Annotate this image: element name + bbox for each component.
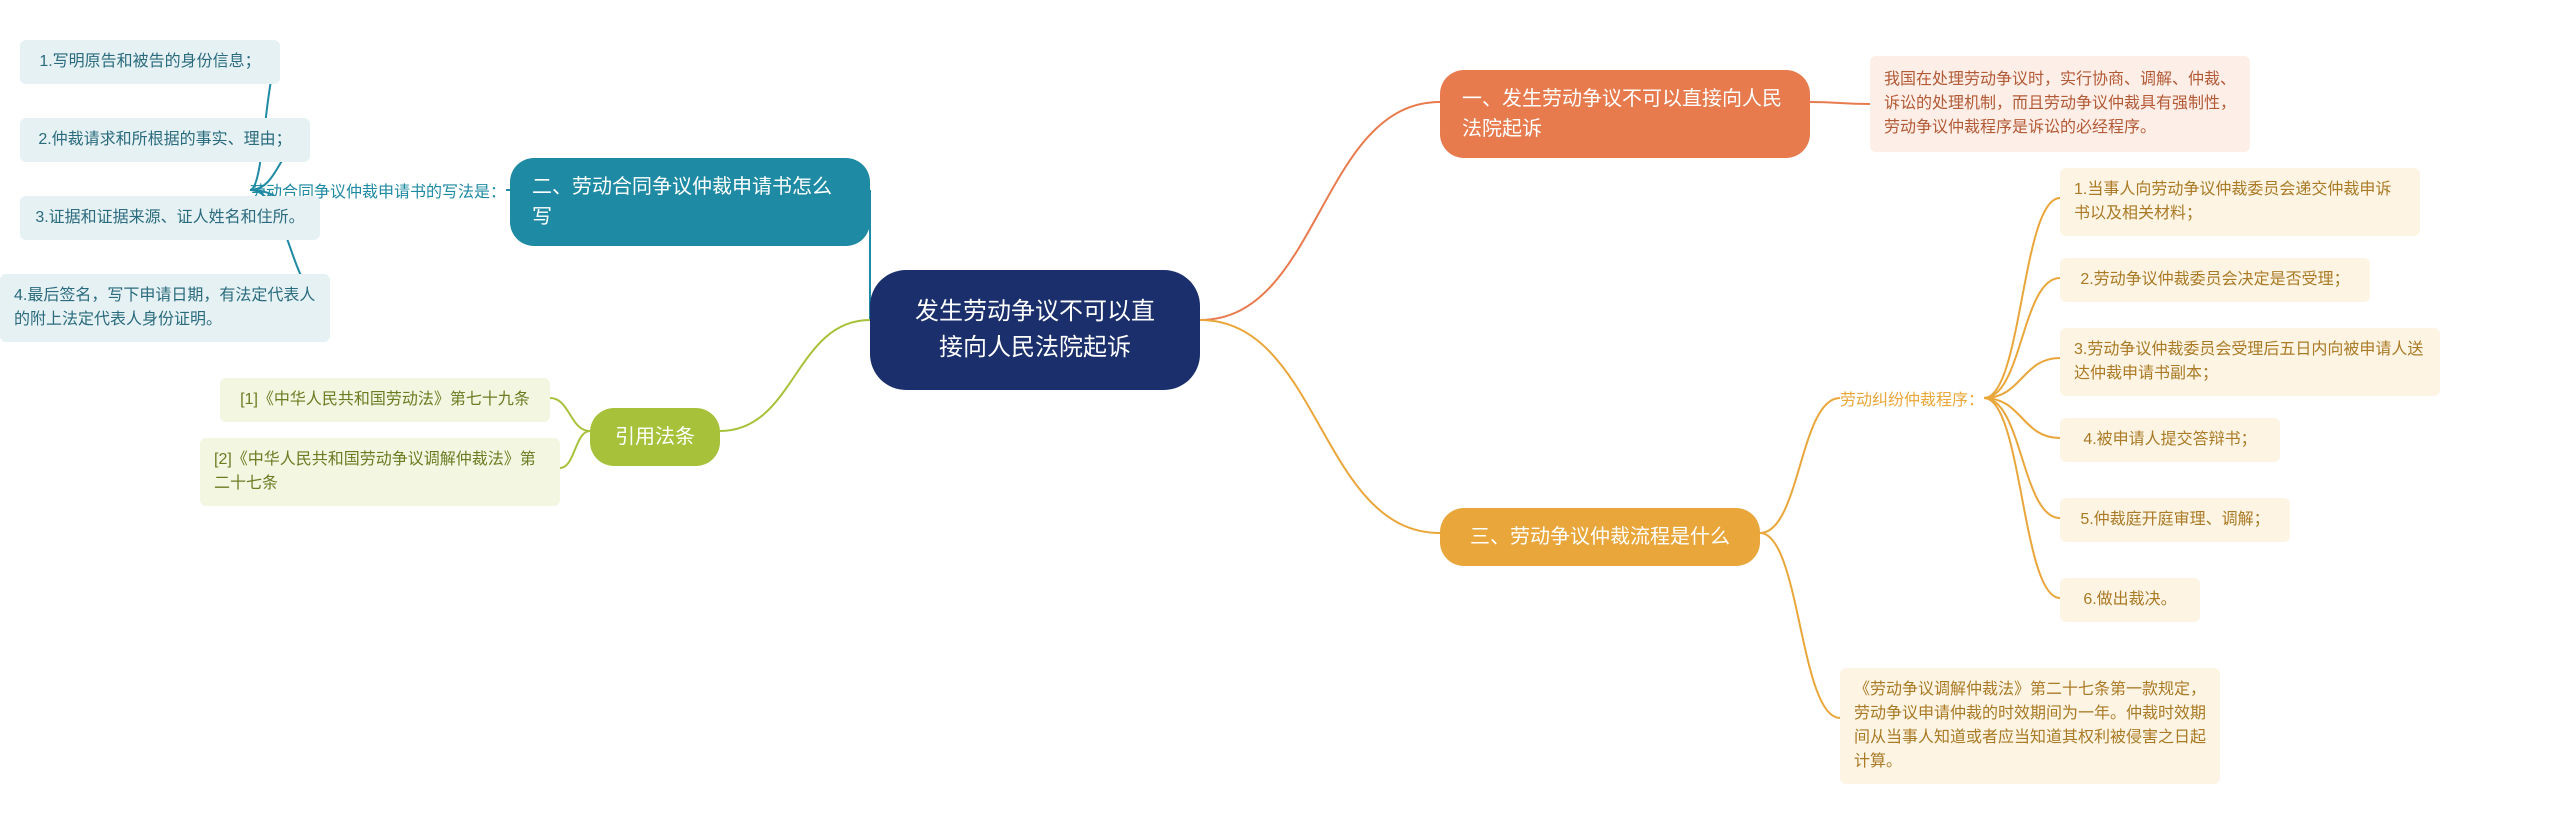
- leaf-4-2: [2]《中华人民共和国劳动争议调解仲裁法》第二十七条: [200, 438, 560, 506]
- leaf-3-5: 5.仲裁庭开庭审理、调解；: [2060, 498, 2290, 542]
- leaf-3-5-text: 5.仲裁庭开庭审理、调解；: [2080, 508, 2269, 532]
- leaf-3-6-text: 6.做出裁决。: [2083, 588, 2176, 612]
- leaf-2-2: 2.仲裁请求和所根据的事实、理由；: [20, 118, 310, 162]
- branch-1: 一、发生劳动争议不可以直接向人民法院起诉: [1440, 70, 1810, 158]
- leaf-2-1: 1.写明原告和被告的身份信息；: [20, 40, 280, 84]
- leaf-3-4-text: 4.被申请人提交答辩书；: [2083, 428, 2256, 452]
- leaf-3-1: 1.当事人向劳动争议仲裁委员会递交仲裁申诉书以及相关材料；: [2060, 168, 2420, 236]
- leaf-2-1-text: 1.写明原告和被告的身份信息；: [39, 50, 260, 74]
- sublabel-3-text: 劳动纠纷仲裁程序：: [1840, 392, 1984, 409]
- branch-3: 三、劳动争议仲裁流程是什么: [1440, 508, 1760, 566]
- branch-4: 引用法条: [590, 408, 720, 466]
- leaf-3-4: 4.被申请人提交答辩书；: [2060, 418, 2280, 462]
- leaf-2-4-text: 4.最后签名，写下申请日期，有法定代表人的附上法定代表人身份证明。: [14, 284, 316, 332]
- leaf-3-6: 6.做出裁决。: [2060, 578, 2200, 622]
- branch-4-text: 引用法条: [615, 422, 695, 452]
- leaf-1-1-text: 我国在处理劳动争议时，实行协商、调解、仲裁、诉讼的处理机制，而且劳动争议仲裁具有…: [1884, 68, 2236, 140]
- leaf-3-3-text: 3.劳动争议仲裁委员会受理后五日内向被申请人送达仲裁申请书副本；: [2074, 338, 2426, 386]
- leaf-4-2-text: [2]《中华人民共和国劳动争议调解仲裁法》第二十七条: [214, 448, 546, 496]
- leaf-2-3: 3.证据和证据来源、证人姓名和住所。: [20, 196, 320, 240]
- branch-2-text: 二、劳动合同争议仲裁申请书怎么写: [532, 172, 848, 232]
- center-topic-text: 发生劳动争议不可以直接向人民法院起诉: [904, 294, 1166, 366]
- center-topic: 发生劳动争议不可以直接向人民法院起诉: [870, 270, 1200, 390]
- leaf-3-1-text: 1.当事人向劳动争议仲裁委员会递交仲裁申诉书以及相关材料；: [2074, 178, 2406, 226]
- leaf-3-7-text: 《劳动争议调解仲裁法》第二十七条第一款规定，劳动争议申请仲裁的时效期间为一年。仲…: [1854, 678, 2206, 774]
- leaf-4-1-text: [1]《中华人民共和国劳动法》第七十九条: [240, 388, 530, 412]
- leaf-3-3: 3.劳动争议仲裁委员会受理后五日内向被申请人送达仲裁申请书副本；: [2060, 328, 2440, 396]
- branch-3-text: 三、劳动争议仲裁流程是什么: [1470, 522, 1730, 552]
- leaf-3-2-text: 2.劳动争议仲裁委员会决定是否受理；: [2080, 268, 2349, 292]
- sublabel-3: 劳动纠纷仲裁程序：: [1840, 386, 1984, 410]
- leaf-3-7: 《劳动争议调解仲裁法》第二十七条第一款规定，劳动争议申请仲裁的时效期间为一年。仲…: [1840, 668, 2220, 784]
- branch-2: 二、劳动合同争议仲裁申请书怎么写: [510, 158, 870, 246]
- leaf-2-3-text: 3.证据和证据来源、证人姓名和住所。: [35, 206, 304, 230]
- leaf-2-4: 4.最后签名，写下申请日期，有法定代表人的附上法定代表人身份证明。: [0, 274, 330, 342]
- leaf-2-2-text: 2.仲裁请求和所根据的事实、理由；: [38, 128, 291, 152]
- branch-1-text: 一、发生劳动争议不可以直接向人民法院起诉: [1462, 84, 1788, 144]
- leaf-1-1: 我国在处理劳动争议时，实行协商、调解、仲裁、诉讼的处理机制，而且劳动争议仲裁具有…: [1870, 56, 2250, 152]
- leaf-4-1: [1]《中华人民共和国劳动法》第七十九条: [220, 378, 550, 422]
- leaf-3-2: 2.劳动争议仲裁委员会决定是否受理；: [2060, 258, 2370, 302]
